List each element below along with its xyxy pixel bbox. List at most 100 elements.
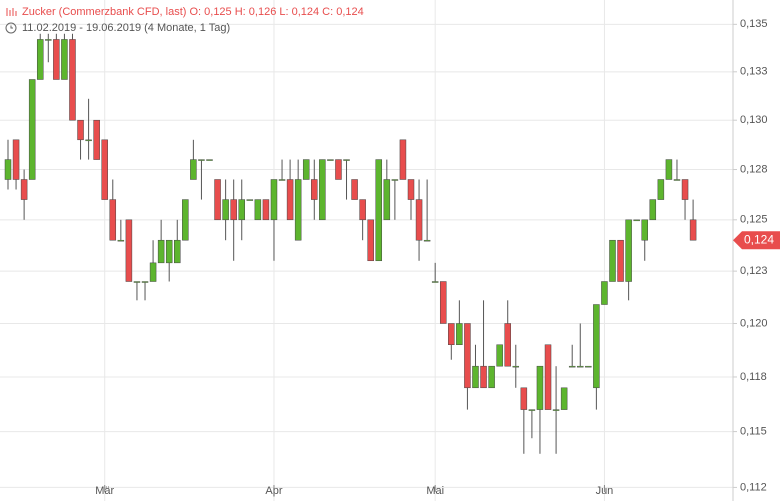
candle-body (488, 365, 495, 389)
candle-body (319, 159, 326, 221)
candle-body (133, 281, 141, 283)
candle-body (375, 159, 383, 262)
y-tick-label: 0,115 (740, 425, 767, 437)
y-tick-label: 0,125 (740, 214, 768, 226)
candle-body (206, 159, 213, 161)
candle-body (270, 179, 278, 221)
candle-body (383, 179, 391, 221)
candle-body (77, 119, 84, 141)
candle-body (141, 281, 149, 283)
y-tick-label: 0,130 (740, 114, 768, 126)
candle-body (174, 239, 181, 264)
candle-body (472, 365, 479, 389)
candle-body (399, 139, 407, 180)
clock-icon (5, 22, 17, 34)
candle-body (69, 39, 76, 121)
candle-body (367, 219, 374, 262)
candle-body (617, 239, 624, 282)
candle-body (601, 281, 608, 305)
candle-body (190, 159, 197, 180)
candle-body (407, 179, 415, 200)
x-tick-label: Mär (95, 485, 114, 497)
candle-body (439, 281, 447, 324)
candle-body (182, 199, 189, 241)
candle-body (222, 199, 229, 221)
candle-body (45, 39, 52, 41)
candle-body (230, 199, 237, 221)
y-tick-label: 0,120 (740, 317, 768, 329)
candle-body (93, 119, 100, 160)
y-tick-label: 0,112 (740, 481, 767, 493)
candle-body (641, 219, 648, 241)
candle-body (36, 39, 44, 80)
candle-body (480, 365, 487, 389)
y-tick-label: 0,135 (740, 18, 768, 30)
candle-body (577, 365, 584, 368)
chart-subtitle: 11.02.2019 - 19.06.2019 (4 Monate, 1 Tag… (22, 22, 230, 34)
candle-body (286, 179, 294, 221)
candle-body (351, 179, 358, 200)
candle-body (415, 199, 423, 241)
candle-body (53, 39, 60, 80)
x-tick-label: Jun (596, 485, 614, 497)
candle-body (649, 199, 657, 221)
candle-body (165, 239, 173, 264)
x-tick-label: Apr (265, 485, 282, 497)
candle-body (673, 179, 681, 181)
candle-body (198, 159, 205, 161)
candle-body (85, 139, 92, 142)
candle-body (665, 159, 673, 180)
candle-body (278, 179, 286, 181)
candle-body (335, 159, 342, 180)
candle-body (311, 179, 318, 200)
candle-body (302, 159, 310, 180)
chart-icon (6, 8, 17, 16)
candle-body (568, 365, 576, 368)
y-tick-label: 0,128 (740, 163, 768, 175)
candle-body (681, 179, 689, 200)
candle-body (609, 239, 616, 282)
candle-body (520, 387, 528, 410)
candle-body (246, 199, 254, 201)
candle-body (431, 281, 439, 283)
candle-body (464, 323, 471, 389)
candle-body (560, 387, 568, 410)
candle-body (4, 159, 12, 180)
candle-body (109, 199, 117, 241)
candle-body (20, 179, 28, 200)
candle-body (423, 239, 431, 242)
candle-body (512, 365, 520, 368)
y-tick-label: 0,118 (740, 371, 767, 383)
candle-body (12, 139, 20, 180)
y-tick-label: 0,123 (740, 265, 768, 277)
candle-body (456, 323, 463, 346)
candle-body (585, 365, 592, 368)
candle-body (238, 199, 245, 221)
candle-body (593, 304, 600, 389)
candle-body (552, 409, 560, 411)
candle-body (157, 239, 165, 264)
candle-body (689, 219, 697, 241)
chart-title: Zucker (Commerzbank CFD, last) O: 0,125 … (22, 6, 364, 18)
candle-body (262, 199, 270, 221)
x-tick-label: Mai (426, 485, 444, 497)
candle-body (214, 179, 221, 221)
candle-body (149, 262, 157, 282)
candle-body (294, 179, 302, 241)
y-tick-label: 0,133 (740, 66, 768, 78)
candle-body (28, 79, 36, 180)
candle-body (327, 159, 334, 161)
candle-body (496, 344, 503, 367)
candle-body (359, 199, 366, 221)
candle-body (633, 219, 640, 222)
candle-body (536, 365, 544, 410)
candle-body (448, 323, 455, 346)
candle-body (125, 219, 133, 282)
candle-body (117, 239, 125, 242)
candle-body (101, 139, 108, 200)
candle-body (504, 323, 511, 367)
last-price-label: 0,124 (744, 232, 774, 246)
candle-body (391, 179, 399, 181)
candle-body (254, 199, 262, 221)
